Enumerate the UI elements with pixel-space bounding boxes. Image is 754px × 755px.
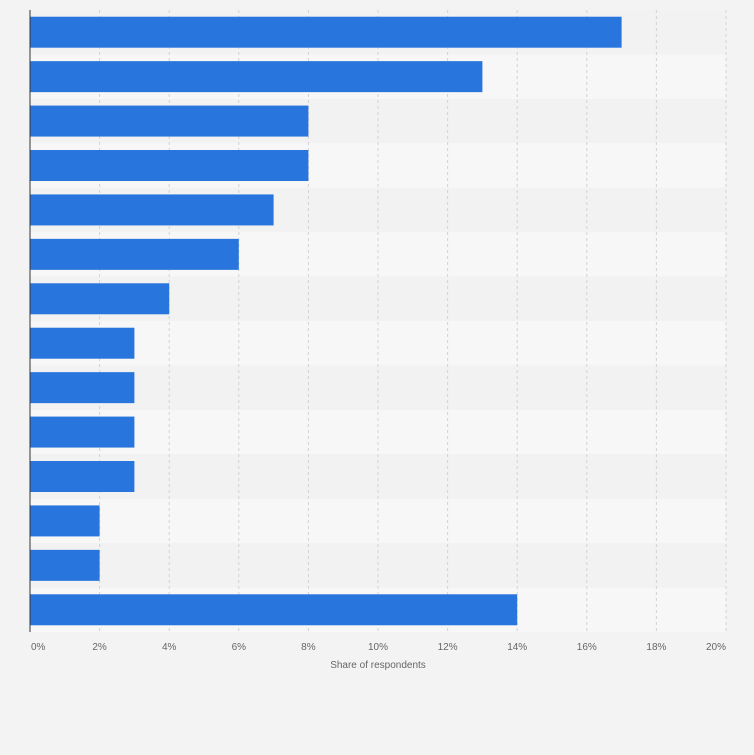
bar[interactable] <box>30 327 135 359</box>
bar[interactable] <box>30 594 518 626</box>
bar[interactable] <box>30 105 309 137</box>
bar[interactable] <box>30 194 274 226</box>
x-tick-label: 12% <box>438 642 458 653</box>
bar[interactable] <box>30 283 170 315</box>
x-tick-label: 6% <box>232 642 247 653</box>
bar[interactable] <box>30 16 622 48</box>
x-tick-label: 4% <box>162 642 177 653</box>
bar[interactable] <box>30 461 135 492</box>
bar[interactable] <box>30 238 239 270</box>
x-tick-label: 0% <box>31 642 46 653</box>
bar[interactable] <box>30 61 483 93</box>
x-tick-label: 20% <box>706 642 726 653</box>
x-tick-label: 8% <box>301 642 316 653</box>
gridlines <box>99 10 727 632</box>
x-tick-label: 2% <box>92 642 107 653</box>
x-tick-label: 14% <box>507 642 527 653</box>
bar[interactable] <box>30 372 135 404</box>
x-tick-label: 18% <box>646 642 666 653</box>
x-tick-labels: 0% 2% 4% 6% 8% 10% 12% 14% 16% 18% 20% <box>31 642 726 653</box>
bar[interactable] <box>30 416 135 448</box>
x-tick-label: 10% <box>368 642 388 653</box>
x-tick-label: 16% <box>577 642 597 653</box>
bar[interactable] <box>30 505 100 537</box>
bar[interactable] <box>30 549 100 581</box>
bars <box>30 16 622 626</box>
bar[interactable] <box>30 150 309 181</box>
x-axis-label: Share of respondents <box>330 660 426 671</box>
